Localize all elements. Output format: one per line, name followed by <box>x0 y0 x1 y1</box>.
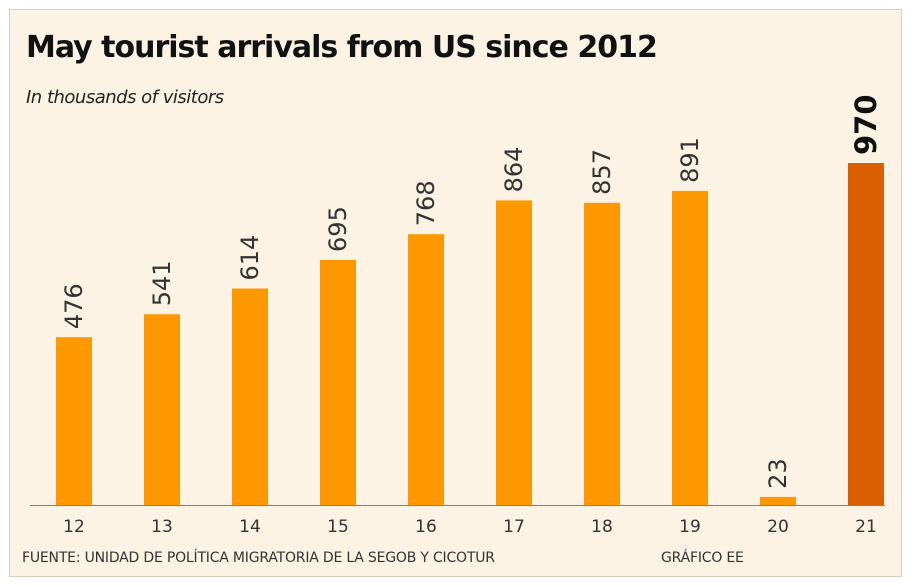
x-tick-label-20: 20 <box>767 517 789 537</box>
bar-19 <box>672 190 708 505</box>
bar-16 <box>408 234 444 505</box>
source-note: FUENTE: UNIDAD DE POLÍTICA MIGRATORIA DE… <box>22 550 495 566</box>
bar-20 <box>760 496 796 505</box>
bar-15 <box>320 259 356 505</box>
x-tick-label-19: 19 <box>679 517 701 537</box>
value-label-15: 695 <box>324 206 352 252</box>
chart-title: May tourist arrivals from US since 2012 <box>26 30 658 65</box>
value-label-14: 614 <box>236 235 264 281</box>
x-tick-label-13: 13 <box>151 517 173 537</box>
bar-12 <box>56 337 92 505</box>
chart-subtitle: In thousands of visitors <box>26 87 224 108</box>
value-label-12: 476 <box>60 283 88 329</box>
value-label-18: 857 <box>588 149 616 195</box>
bar-18 <box>584 202 620 505</box>
x-tick-label-17: 17 <box>503 517 525 537</box>
x-tick-label-16: 16 <box>415 517 437 537</box>
value-label-21: 970 <box>849 94 883 155</box>
value-label-13: 541 <box>148 260 176 306</box>
x-tick-label-21: 21 <box>855 517 877 537</box>
value-label-17: 864 <box>500 147 528 193</box>
value-label-16: 768 <box>412 180 440 226</box>
graphic-credit: GRÁFICO EE <box>661 550 744 566</box>
value-label-20: 23 <box>764 458 792 489</box>
value-label-19: 891 <box>676 137 704 183</box>
x-tick-label-18: 18 <box>591 517 613 537</box>
bar-17 <box>496 200 532 505</box>
bar-14 <box>232 288 268 505</box>
x-tick-label-14: 14 <box>239 517 261 537</box>
bar-21 <box>848 163 884 505</box>
x-tick-label-15: 15 <box>327 517 349 537</box>
bar-13 <box>144 314 180 505</box>
x-tick-label-12: 12 <box>63 517 85 537</box>
